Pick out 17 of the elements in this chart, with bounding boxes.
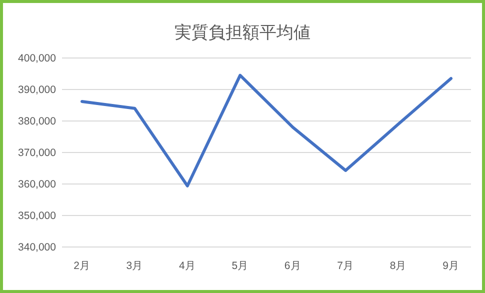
x-tick-label: 9月: [442, 260, 460, 272]
chart-title: 実質負担額平均値: [174, 23, 310, 42]
y-tick-label: 360,000: [18, 178, 56, 191]
x-tick-label: 4月: [179, 260, 196, 272]
x-tick-label: 6月: [284, 260, 302, 272]
y-tick-label: 380,000: [18, 116, 56, 128]
y-tick-label: 400,000: [18, 52, 56, 65]
x-tick-label: 5月: [232, 260, 249, 272]
x-tick-label: 3月: [126, 260, 144, 272]
y-tick-label: 390,000: [18, 84, 56, 96]
x-tick-label: 7月: [337, 260, 354, 272]
x-tick-label: 8月: [390, 260, 407, 272]
x-tick-label: 2月: [74, 260, 90, 272]
line-series: [80, 74, 452, 188]
y-tick-label: 370,000: [18, 147, 56, 160]
y-tick-label: 350,000: [18, 210, 56, 222]
y-tick-label: 340,000: [18, 242, 56, 254]
